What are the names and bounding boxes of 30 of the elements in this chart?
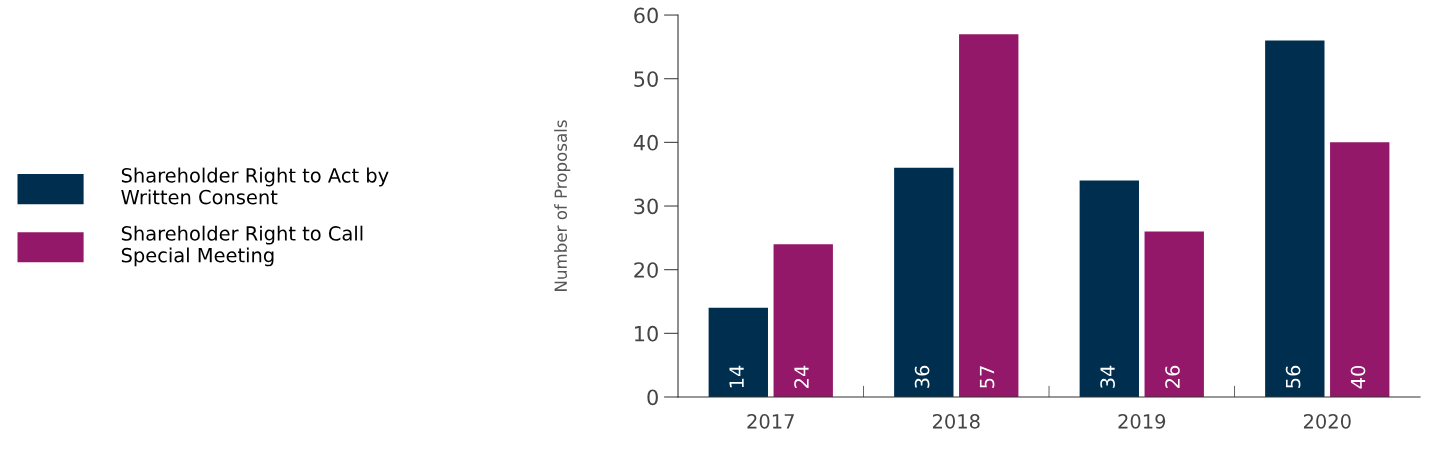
bar [959, 34, 1019, 397]
x-tick-label: 2019 [1118, 414, 1166, 429]
y-tick-label: 40 [633, 134, 658, 151]
data-label: 26 [1165, 365, 1180, 388]
y-tick-label: 0 [647, 389, 658, 406]
bar [1144, 231, 1204, 397]
legend-label: Shareholder Right to Call Special Meeting [121, 225, 363, 267]
x-tick-label: 2018 [932, 414, 980, 429]
bar [773, 244, 833, 397]
bar [1330, 142, 1390, 397]
bar [1265, 40, 1325, 397]
data-label: 57 [979, 366, 995, 388]
data-label: 14 [729, 365, 744, 388]
y-tick-label: 10 [635, 325, 658, 342]
data-label: 40 [1350, 365, 1366, 389]
bar [1079, 180, 1139, 397]
y-tick-label: 20 [634, 262, 658, 278]
x-tick-label: 2020 [1303, 414, 1351, 429]
bar [708, 307, 768, 397]
x-tick-label: 2017 [747, 414, 794, 429]
bar [894, 167, 954, 397]
y-tick-label: 60 [634, 7, 658, 24]
data-label: 24 [794, 365, 809, 388]
data-label: 56 [1285, 365, 1301, 388]
data-label: 34 [1100, 365, 1115, 388]
y-tick-label: 50 [634, 71, 658, 87]
y-axis-title: Number of Proposals [554, 120, 571, 291]
legend-label: Shareholder Right to Act by Written Consent [121, 167, 389, 205]
data-label: 36 [914, 365, 930, 388]
y-tick-label: 30 [634, 198, 658, 215]
